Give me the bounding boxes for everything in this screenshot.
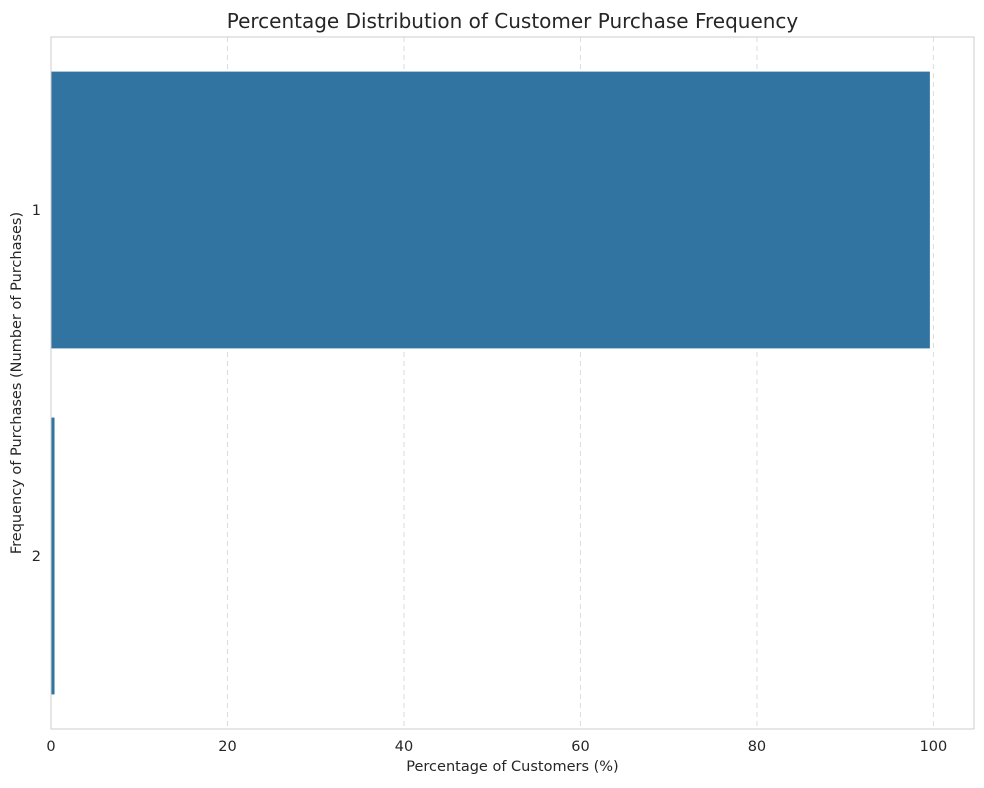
x-tick-label: 40	[395, 739, 413, 755]
chart-title: Percentage Distribution of Customer Purc…	[227, 9, 799, 33]
x-tick-label: 60	[571, 739, 589, 755]
x-tick-label: 80	[748, 739, 766, 755]
x-tick-labels: 0 20 40 60 80 100	[46, 739, 947, 755]
plot-frame	[50, 36, 975, 730]
bars	[51, 71, 930, 695]
bar	[51, 71, 930, 349]
y-tick-label: 2	[32, 549, 41, 565]
bar	[51, 417, 55, 695]
x-tick-label: 100	[920, 739, 948, 755]
gridlines	[226, 37, 934, 729]
x-tick-label: 0	[46, 739, 55, 755]
x-axis-label: Percentage of Customers (%)	[406, 759, 618, 775]
y-tick-label: 1	[32, 203, 41, 219]
x-tick-label: 20	[218, 739, 236, 755]
y-axis-label: Frequency of Purchases (Number of Purcha…	[9, 212, 25, 554]
y-tick-labels: 12	[32, 203, 41, 565]
